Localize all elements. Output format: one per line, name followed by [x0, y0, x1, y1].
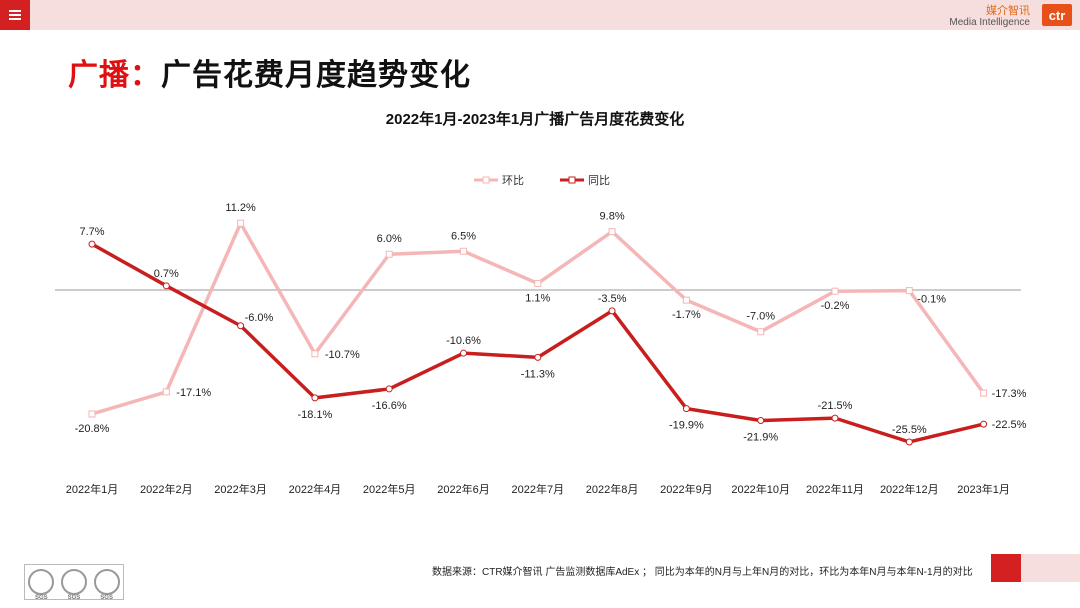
data-point-1-5 [460, 349, 467, 357]
data-label-0-11: -0.1% [917, 294, 946, 306]
data-label-1-8: -19.9% [669, 420, 704, 432]
page-title: 广播：广告花费月度趋势变化 [68, 50, 471, 94]
data-point-0-3 [311, 350, 319, 358]
data-label-0-8: -1.7% [672, 309, 701, 321]
data-label-0-7: 9.8% [600, 211, 625, 223]
legend-label-0: 环比 [502, 174, 524, 187]
data-point-1-6 [534, 353, 542, 361]
data-point-0-0 [88, 410, 96, 418]
data-point-1-10 [831, 414, 839, 422]
x-tick-label: 2022年8月 [586, 482, 639, 496]
legend-marker-1 [568, 176, 576, 184]
data-point-0-12 [980, 389, 988, 397]
data-label-0-1: -17.1% [176, 387, 211, 399]
data-label-0-12: -17.3% [992, 388, 1027, 400]
series-line-1 [91, 242, 985, 444]
data-label-0-5: 6.5% [451, 230, 476, 242]
footer-accent-red [991, 554, 1021, 582]
data-label-1-11: -25.5% [892, 424, 927, 436]
data-label-0-10: -0.2% [821, 300, 850, 312]
data-point-1-3 [311, 394, 319, 402]
x-tick-label: 2022年1月 [66, 482, 119, 496]
data-point-0-6 [534, 279, 542, 287]
data-point-1-8 [682, 405, 690, 413]
menu-icon [9, 10, 21, 20]
data-label-1-4: -16.6% [372, 400, 407, 412]
brand-text: 媒介智讯 Media Intelligence [949, 5, 1030, 29]
data-label-0-4: 6.0% [377, 233, 402, 245]
sgs-badge-icon: SGS [93, 569, 120, 601]
data-point-0-9 [757, 328, 765, 336]
data-label-1-2: -6.0% [245, 312, 274, 324]
x-tick-label: 2022年6月 [437, 482, 490, 496]
data-label-0-6: 1.1% [525, 292, 550, 304]
legend-marker-0 [482, 176, 490, 184]
data-label-1-3: -18.1% [297, 409, 332, 421]
data-point-1-2 [237, 322, 245, 330]
data-point-0-4 [385, 250, 393, 258]
data-label-0-9: -7.0% [746, 311, 775, 323]
brand-cn: 媒介智讯 [986, 5, 1030, 17]
x-tick-label: 2023年1月 [957, 482, 1010, 496]
page-title-prefix: 广播： [68, 59, 161, 92]
page-title-main: 广告花费月度趋势变化 [161, 59, 471, 92]
data-label-0-0: -20.8% [75, 423, 110, 435]
data-point-0-7 [608, 228, 616, 236]
series-layer: -20.8% -17.1% 11.2% -10.7% 6.0% 6.5% 1.1% 9.8% -… [75, 202, 1027, 446]
data-point-0-5 [460, 247, 467, 255]
chart-title: 2022年1月-2023年1月广播广告月度花费变化 [386, 110, 684, 128]
x-tick-label: 2022年5月 [363, 482, 416, 496]
data-label-1-12: -22.5% [992, 419, 1027, 431]
chart-legend: 环比 同比 [474, 174, 610, 187]
x-tick-label: 2022年2月 [140, 482, 193, 496]
footer-accent-pink [1021, 554, 1080, 582]
data-label-1-7: -3.5% [598, 293, 627, 305]
legend-label-1: 同比 [588, 174, 610, 187]
x-tick-label: 2022年4月 [289, 482, 342, 496]
data-point-1-0 [88, 240, 96, 248]
data-point-1-12 [980, 420, 988, 428]
ctr-logo: ctr [1042, 4, 1072, 26]
x-tick-label: 2022年3月 [214, 482, 267, 496]
data-source-note: 数据来源：CTR媒介智讯 广告监测数据库AdEx ； 同比为本年的N月与上年N月… [432, 567, 973, 578]
data-point-0-2 [237, 219, 245, 227]
data-label-1-5: -10.6% [446, 335, 481, 347]
certification-badges: SGS SGS SGS [24, 564, 124, 601]
x-axis-ticks: 2022年1月 2022年2月 2022年3月 2022年4月 2022年5月 2022年… [66, 482, 1010, 496]
data-label-1-6: -11.3% [521, 368, 555, 380]
x-tick-label: 2022年11月 [806, 482, 864, 496]
sgs-badge-icon: SGS [28, 569, 55, 601]
data-label-1-9: -21.9% [743, 432, 778, 444]
data-label-0-3: -10.7% [325, 349, 360, 361]
x-tick-label: 2022年9月 [660, 482, 713, 496]
data-label-1-10: -21.5% [818, 400, 853, 412]
top-bar [0, 0, 1080, 30]
data-point-1-11 [905, 438, 913, 446]
data-point-1-9 [757, 417, 765, 425]
data-label-0-2: 11.2% [225, 202, 256, 214]
x-tick-label: 2022年12月 [880, 482, 939, 496]
x-tick-label: 2022年7月 [512, 482, 565, 496]
data-point-1-4 [385, 385, 393, 393]
brand-en: Media Intelligence [949, 17, 1030, 28]
data-label-1-1: 0.7% [154, 268, 179, 280]
data-point-0-8 [682, 296, 690, 304]
data-point-1-7 [608, 307, 616, 315]
sgs-badge-icon: SGS [60, 569, 87, 601]
data-point-0-10 [831, 287, 839, 295]
data-point-0-11 [905, 287, 913, 295]
menu-button[interactable] [0, 0, 30, 30]
data-point-1-1 [162, 282, 170, 290]
data-point-0-1 [162, 388, 170, 396]
x-tick-label: 2022年10月 [731, 482, 790, 496]
data-label-1-0: 7.7% [79, 226, 104, 238]
